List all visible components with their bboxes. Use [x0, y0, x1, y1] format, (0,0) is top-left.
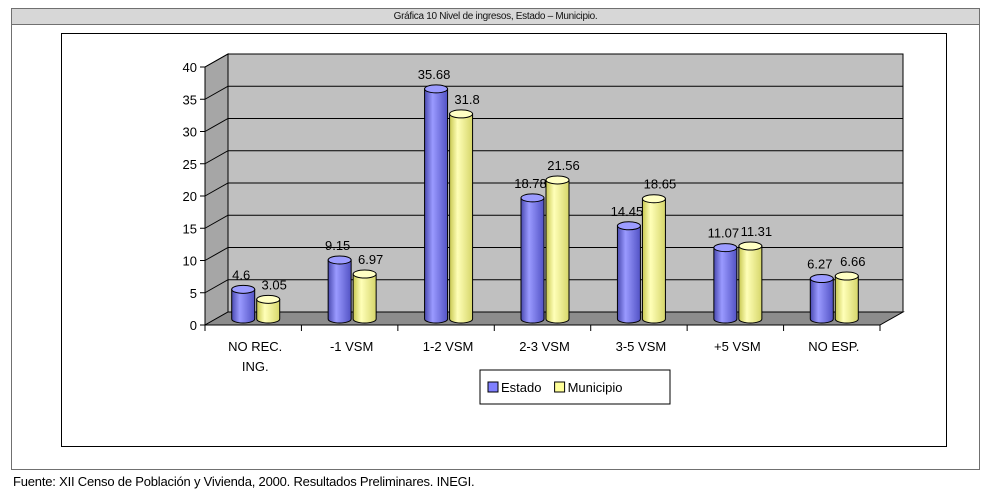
data-label: 21.56 — [547, 158, 580, 173]
x-category-label: NO ESP. — [808, 339, 859, 354]
x-category-label: +5 VSM — [714, 339, 761, 354]
gridline — [204, 150, 903, 165]
bar-cap-municipio — [256, 294, 281, 304]
bar-cap-estado — [616, 221, 641, 231]
bar-estado — [809, 278, 834, 324]
bar-cap-municipio — [449, 109, 474, 119]
bar-municipio — [256, 298, 281, 324]
bar-municipio — [352, 273, 377, 324]
chart-area: 0 5 10 15 20 25 30 35 40 NO REC. ING. -1 VSM 1-2 VSM… — [61, 33, 947, 447]
bar-cap-municipio — [352, 269, 377, 279]
data-label: 18.65 — [644, 177, 677, 192]
gridline — [204, 214, 903, 229]
legend-box — [479, 369, 671, 405]
bar-estado — [231, 288, 256, 324]
bar-municipio — [738, 245, 763, 324]
legend-label-estado: Estado — [501, 380, 541, 395]
y-tick-label: 25 — [183, 157, 197, 172]
data-label: 6.27 — [807, 257, 832, 272]
data-label: 11.31 — [741, 224, 773, 239]
gridline — [204, 85, 903, 100]
gridline — [204, 247, 903, 261]
legend-swatch-municipio — [554, 381, 566, 393]
gridline — [204, 182, 903, 197]
y-tick-label: 5 — [190, 286, 197, 301]
bar-cap-estado — [327, 255, 352, 265]
bar-cap-estado — [231, 284, 256, 294]
legend-swatch-estado — [487, 381, 499, 393]
bar-cap-municipio — [545, 175, 570, 185]
data-label: 6.97 — [358, 252, 383, 267]
bar-estado — [424, 88, 449, 324]
y-tick-label: 30 — [183, 125, 197, 140]
data-label: 4.6 — [232, 267, 250, 282]
bar-cap-estado — [520, 193, 545, 203]
data-label: 14.45 — [611, 204, 644, 219]
gridline — [204, 118, 903, 132]
bar-municipio — [834, 275, 859, 324]
legend-label-municipio: Municipio — [568, 380, 623, 395]
bar-estado — [327, 259, 352, 324]
bar-municipio — [641, 198, 666, 324]
x-category-label: -1 VSM — [330, 339, 373, 354]
figure-title: Gráfica 10 Nivel de ingresos, Estado – M… — [12, 9, 979, 25]
y-tick-label: 20 — [183, 189, 197, 204]
gridline — [204, 53, 903, 68]
y-tick-label: 0 — [190, 318, 197, 333]
data-label: 35.68 — [418, 67, 451, 82]
data-label: 18.78 — [514, 176, 547, 191]
y-tick-label: 35 — [183, 92, 197, 107]
gridline — [204, 279, 903, 294]
x-category-label: 1-2 VSM — [423, 339, 474, 354]
chart-svg: 0 5 10 15 20 25 30 35 40 NO REC. ING. -1 VSM 1-2 VSM… — [183, 53, 905, 405]
data-label: 9.15 — [325, 238, 350, 253]
bar-cap-estado — [809, 274, 834, 284]
y-tick-label: 15 — [183, 221, 197, 236]
bar-municipio — [449, 113, 474, 324]
x-category-label: ING. — [242, 359, 269, 374]
y-tick-label: 40 — [183, 60, 197, 75]
x-category-label: 2-3 VSM — [519, 339, 570, 354]
bar-estado — [616, 225, 641, 324]
bar-cap-municipio — [834, 271, 859, 281]
data-label: 11.07 — [708, 226, 740, 241]
data-label: 6.66 — [840, 254, 865, 269]
bar-estado — [520, 197, 545, 324]
bar-cap-estado — [713, 243, 738, 253]
bar-cap-municipio — [641, 194, 666, 204]
x-category-label: NO REC. — [228, 339, 282, 354]
source-note: Fuente: XII Censo de Población y Viviend… — [13, 474, 475, 489]
bar-cap-estado — [424, 84, 449, 94]
bar-municipio — [545, 179, 570, 324]
bar-cap-municipio — [738, 241, 763, 251]
y-tick-label: 10 — [183, 254, 197, 269]
data-label: 31.8 — [454, 92, 479, 107]
x-category-label: 3-5 VSM — [616, 339, 667, 354]
figure-frame: Gráfica 10 Nivel de ingresos, Estado – M… — [11, 8, 980, 470]
data-label: 3.05 — [262, 277, 287, 292]
bar-estado — [713, 247, 738, 324]
